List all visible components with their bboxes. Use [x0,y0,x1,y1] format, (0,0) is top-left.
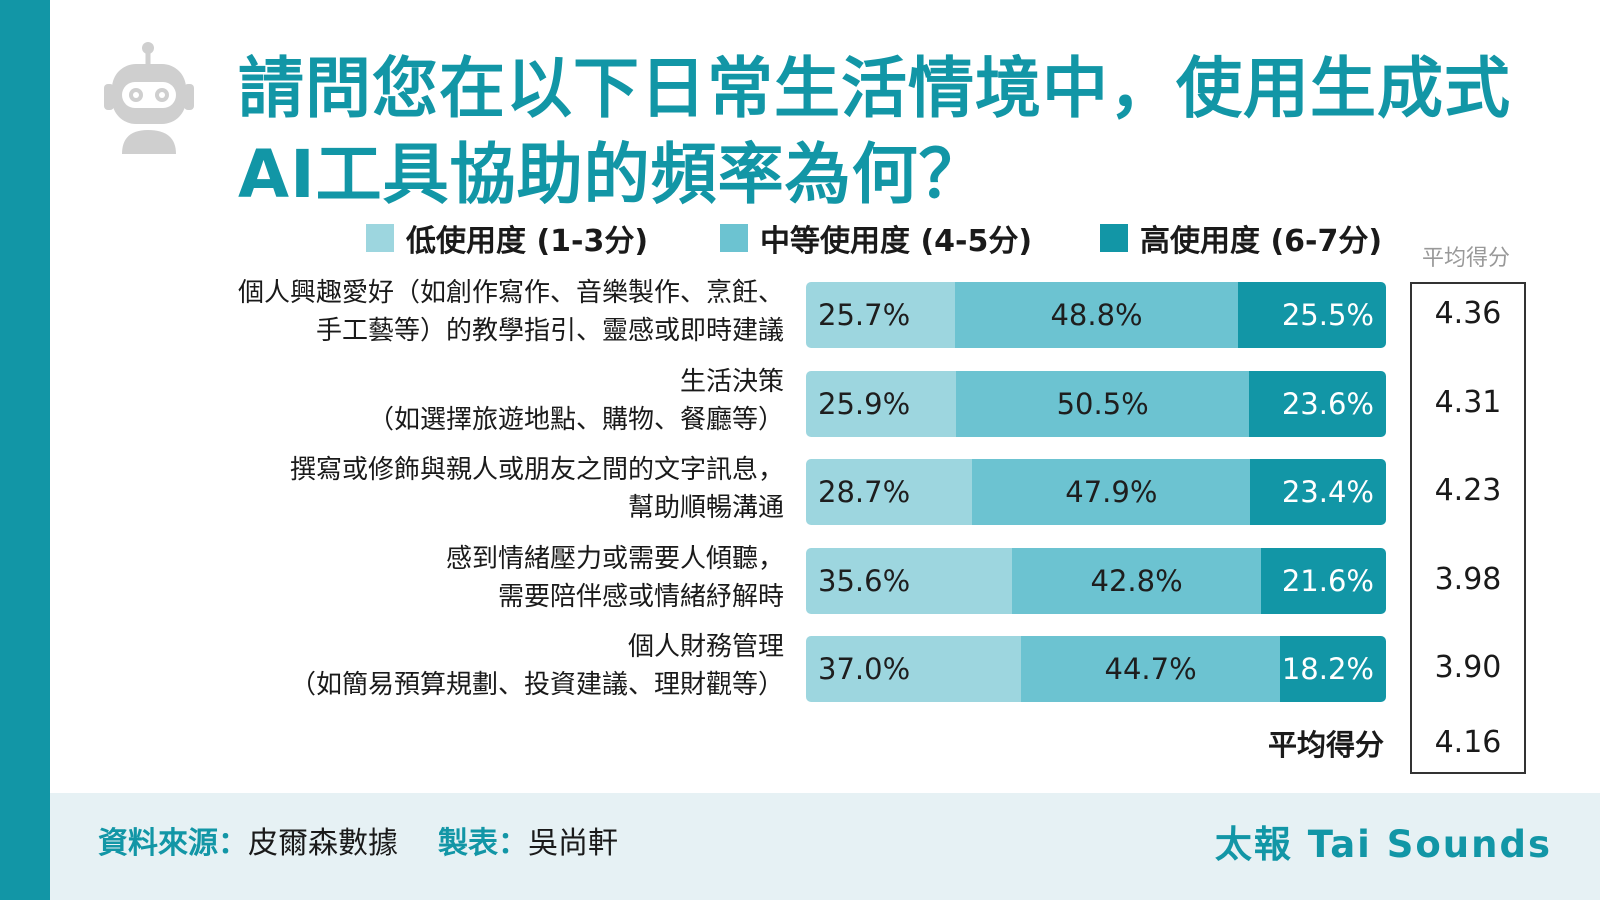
category-label: 個人財務管理 [627,632,784,662]
avg-score-value: 3.98 [1434,561,1502,597]
bar-segment-mid: 50.5% [956,370,1250,437]
avg-score-value: 4.23 [1434,473,1502,508]
bar-segment-high: 25.5% [1238,282,1386,348]
source-key: 資料來源： [98,826,248,861]
bar-segment-high: 18.2% [1280,636,1386,702]
bar-segment-mid: 48.8% [955,282,1239,348]
data-label: 23.6% [1281,386,1374,421]
bar-segment-mid: 47.9% [972,459,1251,525]
legend-swatch-high [1100,224,1128,252]
data-label: 47.9% [1065,475,1158,509]
bar-segment-high: 21.6% [1260,547,1386,614]
data-label: 18.2% [1281,652,1374,686]
avg-score-value: 4.31 [1434,384,1502,420]
data-label: 35.6% [818,563,911,598]
bar-segment-mid: 44.7% [1020,636,1281,702]
avg-score-value: 4.36 [1434,296,1502,331]
category-label: 需要陪伴感或情緒紓解時 [497,581,784,612]
footer-band [50,793,1600,900]
maker-value: 吳尚軒 [528,826,618,861]
bar-segment-low: 25.9% [806,370,957,437]
legend-swatch-low [366,224,394,252]
bar-segment-high: 23.4% [1250,459,1386,525]
data-label: 25.5% [1281,298,1374,332]
overall-avg-label: 平均得分 [1267,728,1384,762]
legend-label-low: 低使用度 (1-3分) [406,224,649,259]
legend-label-mid: 中等使用度 (4-5分) [760,224,1033,259]
legend-label-high: 高使用度 (6-7分) [1140,224,1383,259]
data-label: 21.6% [1281,563,1374,598]
overall-avg-score: 4.16 [1434,725,1502,760]
stacked-bar: 25.9% 50.5% 23.6% [806,370,1386,437]
data-label: 25.7% [818,298,911,332]
category-label: 個人興趣愛好（如創作寫作、音樂製作、烹飪、 [237,278,784,308]
bar-segment-low: 37.0% [806,636,1021,702]
legend-item-high: 高使用度 (6-7分) [1100,218,1383,259]
stacked-bar: 28.7% 47.9% 23.4% [806,459,1386,525]
data-label: 48.8% [1050,298,1143,332]
category-label: （如選擇旅遊地點、購物、餐廳等） [367,404,784,435]
source-line: 資料來源： 皮爾森數據 製表： 吳尚軒 [98,818,618,862]
source-value: 皮爾森數據 [248,826,398,861]
brand-logo-text: 太報 Tai Sounds [1214,823,1552,866]
category-label: （如簡易預算規劃、投資建議、理財觀等） [289,670,784,700]
avg-score-box [1410,282,1526,774]
category-label: 撰寫或修飾與親人或朋友之間的文字訊息， [289,455,784,485]
side-accent-bar [0,0,50,900]
bar-segment-low: 28.7% [806,459,973,525]
data-label: 37.0% [818,652,911,686]
bar-segment-low: 25.7% [806,282,956,348]
avg-score-header: 平均得分 [1421,246,1510,271]
category-label: 手工藝等）的教學指引、靈感或即時建議 [315,316,784,346]
avg-score-value: 3.90 [1434,650,1502,685]
data-label: 42.8% [1090,563,1183,598]
stacked-bar: 37.0% 44.7% 18.2% [806,636,1386,702]
legend-swatch-mid [720,224,748,252]
legend-item-mid: 中等使用度 (4-5分) [720,218,1033,259]
data-label: 44.7% [1104,652,1197,686]
category-label: 幫助順暢溝通 [627,493,784,523]
stacked-bar: 35.6% 42.8% 21.6% [806,547,1386,614]
category-label: 生活決策 [679,366,784,397]
bar-segment-low: 35.6% [806,547,1013,614]
data-label: 25.9% [818,386,911,421]
bar-segment-high: 23.6% [1249,370,1386,437]
chart-title: 請問您在以下日常生活情境中，使用生成式AI工具協助的頻率為何？ [238,50,1511,213]
maker-key: 製表： [438,826,528,861]
data-label: 23.4% [1281,475,1374,509]
bar-segment-mid: 42.8% [1012,547,1261,614]
data-label: 28.7% [818,475,911,509]
legend-item-low: 低使用度 (1-3分) [366,218,649,259]
data-label: 50.5% [1056,386,1149,421]
stacked-bar: 25.7% 48.8% 25.5% [806,282,1386,348]
robot-icon [104,42,194,154]
category-label: 感到情緒壓力或需要人傾聽， [445,543,784,574]
